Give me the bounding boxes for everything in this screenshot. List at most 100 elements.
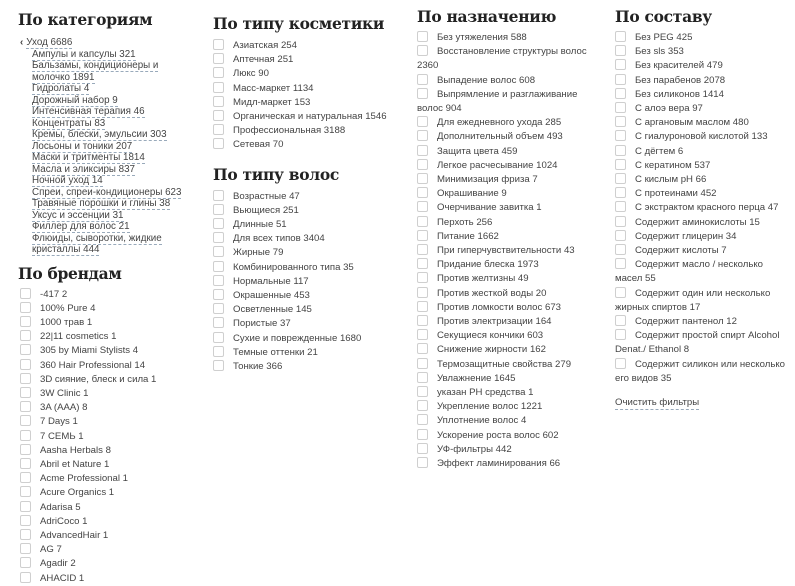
filter-option[interactable]: 100% Pure 4 <box>20 301 198 316</box>
checkbox[interactable] <box>213 303 224 315</box>
filter-option[interactable]: 360 Hair Professional 14 <box>20 358 198 373</box>
filter-option[interactable]: Пористые 37 <box>213 317 405 331</box>
checkbox[interactable] <box>417 31 428 42</box>
checkbox[interactable] <box>615 59 626 71</box>
checkbox[interactable] <box>213 81 224 93</box>
filter-option[interactable]: Увлажнение 1645 <box>417 371 605 386</box>
filter-option[interactable]: Против желтизны 49 <box>417 272 605 286</box>
filter-option[interactable]: Содержит кислоты 7 <box>615 244 793 258</box>
filter-option[interactable]: Сухие и поврежденные 1680 <box>213 331 405 346</box>
checkbox[interactable] <box>20 472 31 484</box>
filter-option[interactable]: Комбинированного типа 35 <box>213 260 405 275</box>
checkbox[interactable] <box>213 203 224 215</box>
checkbox[interactable] <box>213 360 224 372</box>
checkbox[interactable] <box>213 110 224 122</box>
filter-option[interactable]: Против электризации 164 <box>417 315 605 329</box>
filter-option[interactable]: Азиатская 254 <box>213 39 405 53</box>
checkbox[interactable] <box>417 442 428 454</box>
checkbox[interactable] <box>417 201 428 213</box>
filter-option[interactable]: 3W Clinic 1 <box>20 386 198 401</box>
category-link[interactable]: Маски и тритменты 1814 <box>20 152 198 164</box>
category-link[interactable]: Концентраты 83 <box>20 117 198 130</box>
filter-option[interactable]: 305 by Miami Stylists 4 <box>20 344 198 358</box>
filter-option[interactable]: Против ломкости волос 673 <box>417 300 605 315</box>
checkbox[interactable] <box>417 215 428 227</box>
category-link[interactable]: Травяные порошки и глины 38 <box>20 198 198 210</box>
category-link[interactable]: Дорожный набор 9 <box>20 94 198 107</box>
checkbox[interactable] <box>417 258 428 270</box>
checkbox[interactable] <box>615 286 626 298</box>
filter-option[interactable]: Без красителей 479 <box>615 59 793 73</box>
category-link[interactable]: Гидролаты 4 <box>20 83 198 95</box>
filter-option[interactable]: Для всех типов 3404 <box>213 232 405 246</box>
filter-option[interactable]: Дополнительный объем 493 <box>417 130 605 144</box>
filter-option[interactable]: Против жесткой воды 20 <box>417 286 605 301</box>
checkbox[interactable] <box>20 401 31 413</box>
filter-option[interactable]: С алоэ вера 97 <box>615 102 793 116</box>
filter-option[interactable]: Содержит пантенол 12 <box>615 315 793 329</box>
checkbox[interactable] <box>417 244 428 256</box>
checkbox[interactable] <box>615 315 626 327</box>
checkbox[interactable] <box>213 67 224 79</box>
checkbox[interactable] <box>615 215 626 227</box>
checkbox[interactable] <box>417 229 428 241</box>
filter-option[interactable]: AdvancedHair 1 <box>20 528 198 543</box>
checkbox[interactable] <box>417 400 428 412</box>
checkbox[interactable] <box>20 557 31 569</box>
filter-option[interactable]: Aasha Herbals 8 <box>20 443 198 458</box>
category-link[interactable]: Бальзамы, кондиционеры и молочко 1891 <box>20 60 198 84</box>
checkbox[interactable] <box>417 158 428 170</box>
checkbox[interactable] <box>417 272 428 284</box>
category-link[interactable]: Ампулы и капсулы 321 <box>20 48 198 61</box>
filter-option[interactable]: Тонкие 366 <box>213 360 405 374</box>
category-link[interactable]: Интенсивная терапия 46 <box>20 106 198 118</box>
checkbox[interactable] <box>417 357 428 369</box>
filter-option[interactable]: С кислым pH 66 <box>615 173 793 187</box>
filter-option[interactable]: Аптечная 251 <box>213 53 405 67</box>
filter-option[interactable]: Осветленные 145 <box>213 303 405 317</box>
filter-option[interactable]: Содержит один или несколько жирных спирт… <box>615 286 793 315</box>
checkbox[interactable] <box>615 258 626 270</box>
checkbox[interactable] <box>213 218 224 230</box>
checkbox[interactable] <box>417 87 428 99</box>
filter-option[interactable]: Возрастные 47 <box>213 189 405 204</box>
filter-option[interactable]: Ускорение роста волос 602 <box>417 428 605 443</box>
checkbox[interactable] <box>615 87 626 99</box>
filter-option[interactable]: Секущиеся кончики 603 <box>417 329 605 343</box>
filter-option[interactable]: 3A (AAA) 8 <box>20 401 198 415</box>
filter-option[interactable]: Сетевая 70 <box>213 138 405 152</box>
checkbox[interactable] <box>417 315 428 327</box>
checkbox[interactable] <box>615 102 626 114</box>
filter-option[interactable]: Без PEG 425 <box>615 31 793 45</box>
filter-option[interactable]: Окрашивание 9 <box>417 187 605 201</box>
filter-option[interactable]: Содержит простой спирт Alcohol Denat./ E… <box>615 329 793 357</box>
checkbox[interactable] <box>615 116 626 128</box>
filter-option[interactable]: Acme Professional 1 <box>20 472 198 486</box>
checkbox[interactable] <box>615 201 626 213</box>
checkbox[interactable] <box>417 130 428 142</box>
checkbox[interactable] <box>20 500 31 512</box>
filter-option[interactable]: Для ежедневного ухода 285 <box>417 116 605 130</box>
checkbox[interactable] <box>20 330 31 342</box>
checkbox[interactable] <box>213 260 224 272</box>
checkbox[interactable] <box>213 232 224 244</box>
checkbox[interactable] <box>20 443 31 455</box>
category-link[interactable]: Уксус и эссенции 31 <box>20 209 198 222</box>
filter-option[interactable]: Очерчивание завитка 1 <box>417 201 605 215</box>
filter-option[interactable]: Придание блеска 1973 <box>417 258 605 272</box>
filter-option[interactable]: Без утяжеления 588 <box>417 31 605 45</box>
checkbox[interactable] <box>213 39 224 50</box>
checkbox[interactable] <box>417 414 428 426</box>
filter-option[interactable]: С протеинами 452 <box>615 187 793 201</box>
checkbox[interactable] <box>417 343 428 355</box>
filter-option[interactable]: AHACID 1 <box>20 571 198 586</box>
checkbox[interactable] <box>213 345 224 357</box>
filter-option[interactable]: С экстрактом красного перца 47 <box>615 201 793 215</box>
filter-option[interactable]: Нормальные 117 <box>213 274 405 289</box>
filter-option[interactable]: Люкс 90 <box>213 67 405 81</box>
checkbox[interactable] <box>417 187 428 199</box>
filter-option[interactable]: Защита цвета 459 <box>417 144 605 159</box>
checkbox[interactable] <box>20 287 31 299</box>
checkbox[interactable] <box>20 543 31 555</box>
category-link[interactable]: Ночной уход 14 <box>20 175 198 187</box>
